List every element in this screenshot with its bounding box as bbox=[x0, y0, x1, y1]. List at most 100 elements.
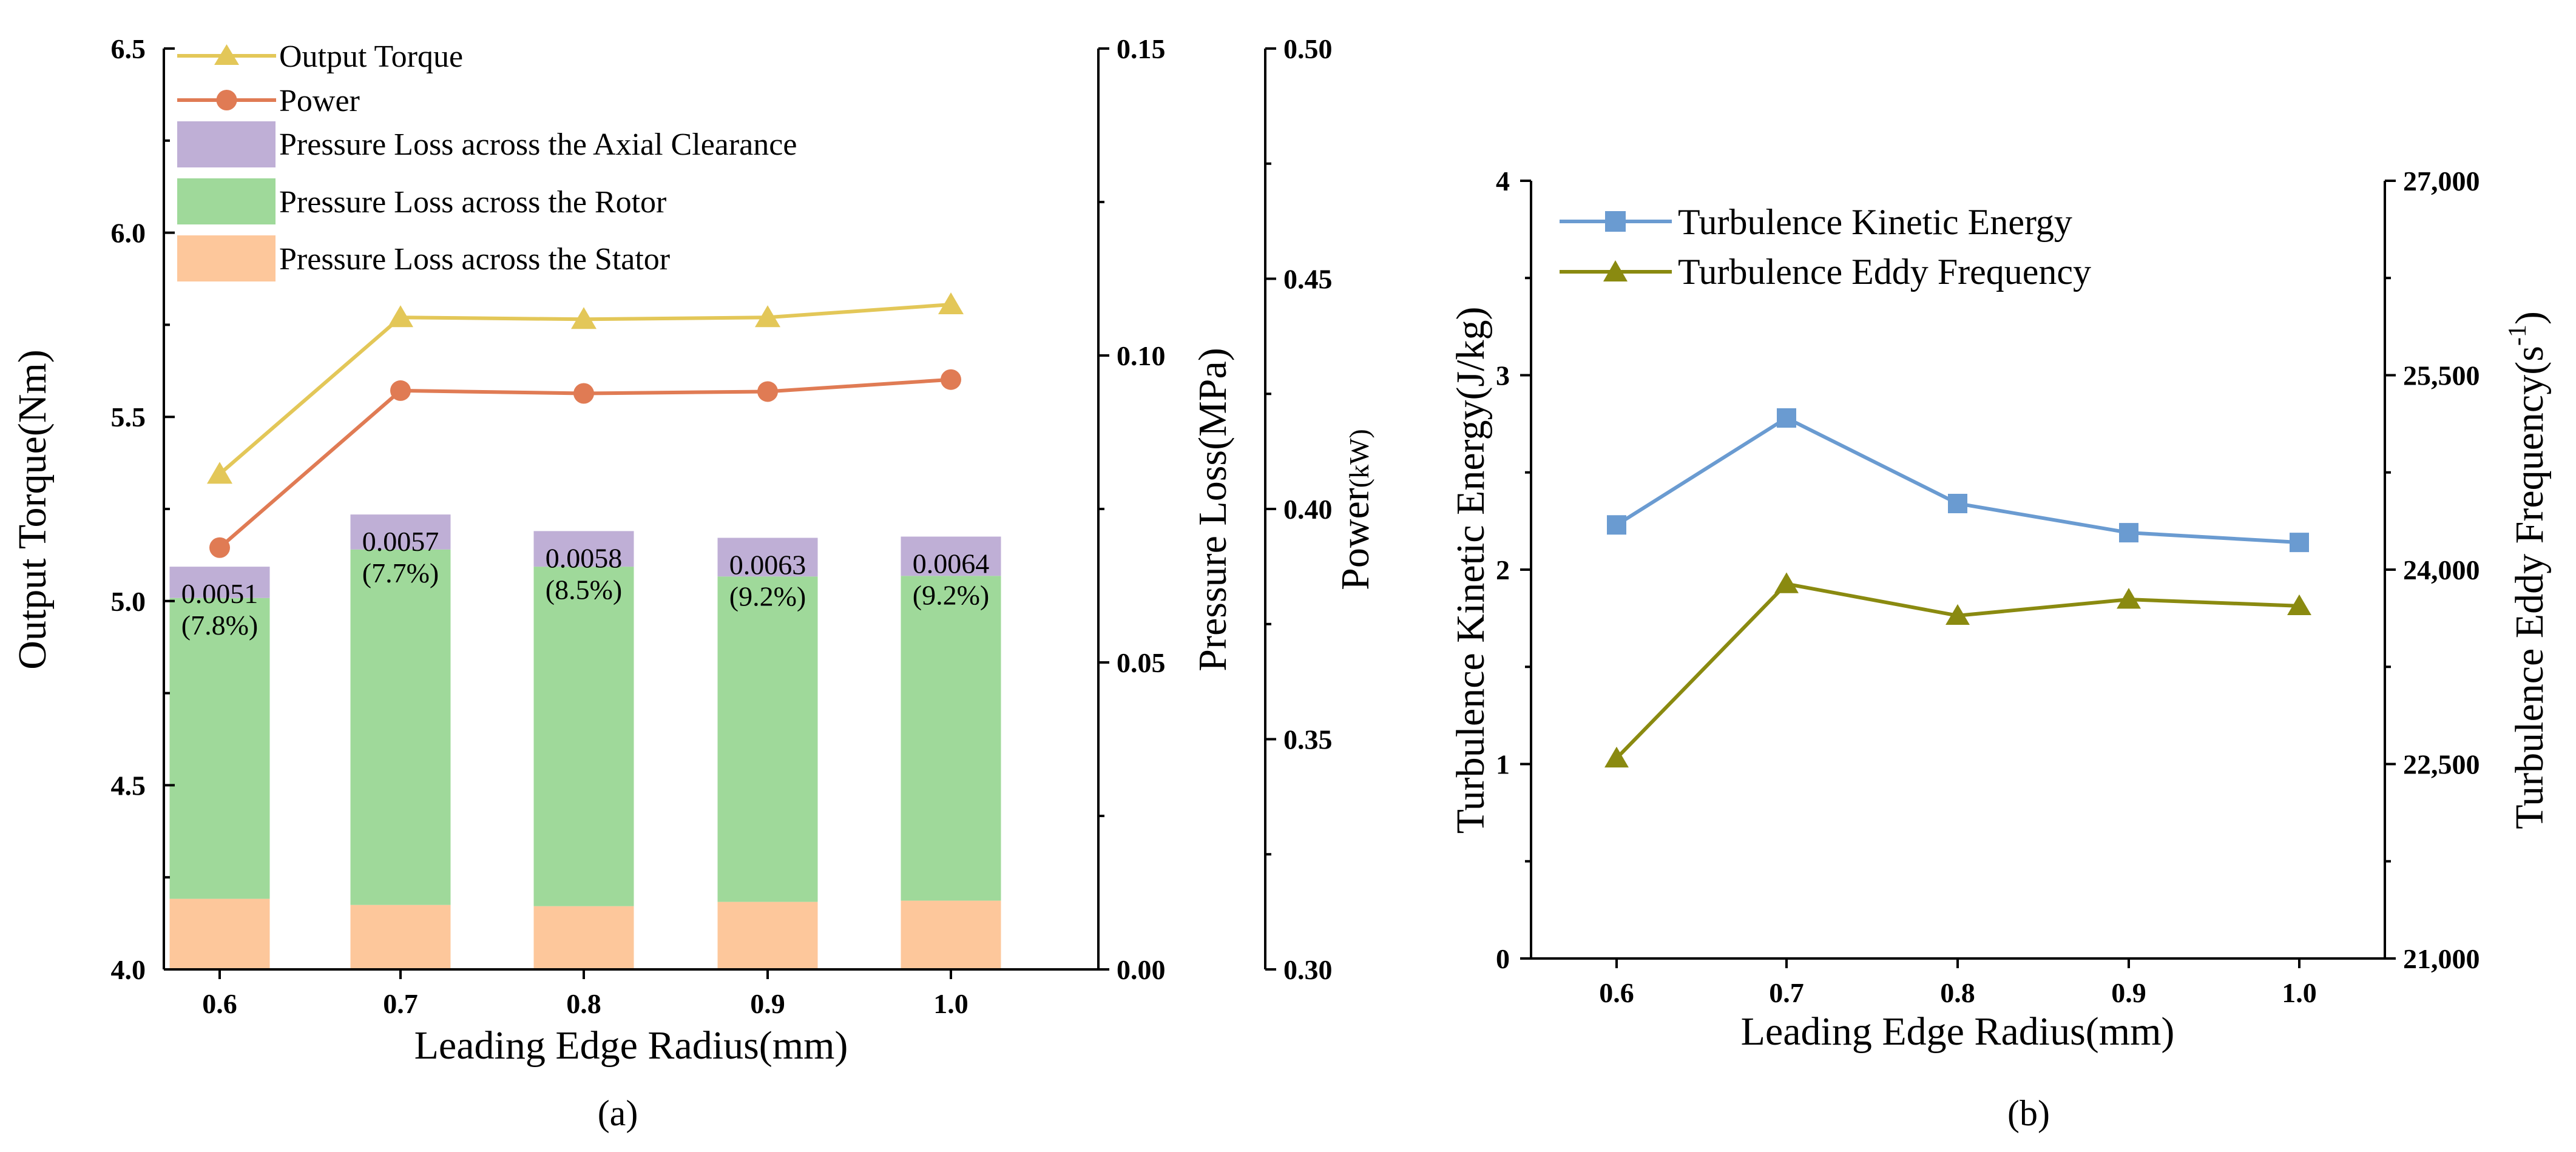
legend-label-stator: Pressure Loss across the Stator bbox=[279, 242, 670, 277]
chart-a-panel-caption: (a) bbox=[598, 1093, 638, 1133]
bar-2-2 bbox=[533, 531, 634, 567]
tick-label: 0.45 bbox=[1283, 264, 1333, 295]
legend-item-power: Power bbox=[177, 84, 360, 118]
tick-label: 25,500 bbox=[2403, 360, 2480, 391]
bar-1-1 bbox=[350, 549, 451, 905]
legend-item-tke: Turbulence Kinetic Energy bbox=[1560, 202, 2072, 242]
data-point bbox=[2290, 533, 2309, 553]
chart-a-bar-labels: 0.0051(7.8%) 0.0057(7.7%) 0.0058(8.5%) 0.00… bbox=[181, 526, 990, 641]
data-point bbox=[2287, 594, 2311, 616]
bar-value-label: 0.0051 bbox=[181, 578, 259, 609]
data-point bbox=[757, 381, 778, 402]
bar-value-label: 0.0064 bbox=[913, 548, 990, 579]
bar-0-2 bbox=[533, 906, 634, 969]
bar-2-3 bbox=[717, 537, 818, 577]
tick-label: 27,000 bbox=[2403, 166, 2480, 197]
legend-item-rotor: Pressure Loss across the Rotor bbox=[177, 178, 666, 224]
legend-label-output-torque: Output Torque bbox=[279, 39, 463, 74]
tick-label: 0.00 bbox=[1117, 954, 1166, 985]
triangle-marker-icon bbox=[1603, 260, 1628, 281]
chart-a-right2-ticks: 0.30 0.35 0.40 0.45 0.50 bbox=[1265, 33, 1333, 985]
tick-label: 4 bbox=[1496, 166, 1510, 197]
data-point bbox=[573, 383, 594, 404]
tick-label: 0.8 bbox=[1940, 977, 1975, 1008]
data-point bbox=[1946, 604, 1970, 625]
bar-0-1 bbox=[350, 904, 451, 969]
data-point bbox=[390, 380, 411, 401]
data-point bbox=[1604, 746, 1629, 768]
data-point bbox=[755, 305, 780, 328]
bar-percent-label: (9.2%) bbox=[913, 580, 989, 611]
legend-item-tef: Turbulence Eddy Frequency bbox=[1560, 252, 2091, 292]
data-point bbox=[2117, 588, 2141, 609]
chart-a: 0.0051(7.8%) 0.0057(7.7%) 0.0058(8.5%) 0.00… bbox=[10, 33, 1378, 1133]
data-point bbox=[209, 537, 230, 558]
legend-item-output-torque: Output Torque bbox=[177, 39, 463, 74]
data-point bbox=[207, 462, 232, 484]
chart-a-lines bbox=[207, 292, 964, 558]
chart-a-bars bbox=[169, 514, 1001, 969]
data-point bbox=[1607, 515, 1626, 535]
tick-label: 4.0 bbox=[111, 954, 146, 985]
bar-percent-label: (7.7%) bbox=[362, 557, 439, 588]
circle-marker-icon bbox=[216, 90, 237, 110]
legend-label-tef: Turbulence Eddy Frequency bbox=[1678, 252, 2091, 292]
bar-0-0 bbox=[169, 898, 270, 969]
chart-b-right-axis-title: Turbulence Eddy Frequency(s-1) bbox=[2504, 311, 2552, 829]
data-point bbox=[941, 369, 961, 390]
bar-percent-label: (8.5%) bbox=[546, 574, 622, 605]
tick-label: 2 bbox=[1496, 554, 1510, 585]
bar-percent-label: (9.2%) bbox=[729, 581, 806, 612]
chart-a-left-axis-title: Output Torque(Nm) bbox=[10, 349, 55, 670]
tick-label: 5.5 bbox=[111, 402, 146, 433]
chart-b-left-ticks: 0 1 2 3 4 bbox=[1496, 166, 1531, 974]
legend-label-power: Power bbox=[279, 84, 360, 118]
bar-1-4 bbox=[901, 576, 1001, 901]
chart-a-right2-axis-title-unit: (kW) bbox=[1344, 429, 1374, 488]
chart-a-right2-axis-title-main: Power bbox=[1333, 488, 1378, 590]
bar-1-3 bbox=[717, 576, 818, 902]
chart-b-right-axis-title-main: Turbulence Eddy Frequency(s bbox=[2507, 346, 2552, 829]
chart-b: 0 1 2 3 4 21,000 22,500 24,000 25,500 27,000 0.6… bbox=[1449, 166, 2552, 1133]
data-point bbox=[571, 307, 597, 329]
data-point bbox=[388, 305, 413, 328]
triangle-marker-icon bbox=[214, 44, 239, 65]
tick-label: 0.9 bbox=[2111, 977, 2146, 1008]
tick-label: 0.8 bbox=[566, 988, 601, 1019]
tick-label: 0.6 bbox=[202, 988, 237, 1019]
chart-a-x-axis-title: Leading Edge Radius(mm) bbox=[414, 1023, 848, 1068]
legend-label-axial-clearance: Pressure Loss across the Axial Clearance bbox=[279, 127, 797, 162]
legend-item-axial-clearance: Pressure Loss across the Axial Clearance bbox=[177, 121, 797, 167]
tick-label: 3 bbox=[1496, 360, 1510, 391]
bar-percent-label: (7.8%) bbox=[181, 610, 258, 641]
tick-label: 21,000 bbox=[2403, 943, 2480, 974]
data-point bbox=[1948, 494, 1967, 514]
tick-label: 0.30 bbox=[1283, 954, 1333, 985]
chart-b-left-axis-title: Turbulence Kinetic Energy(J/kg) bbox=[1449, 307, 1493, 834]
bar-2-4 bbox=[901, 536, 1001, 576]
data-point bbox=[2119, 523, 2138, 543]
tick-label: 5.0 bbox=[111, 586, 146, 617]
bar-0-3 bbox=[717, 901, 818, 969]
tick-label: 0.6 bbox=[1599, 977, 1634, 1008]
chart-b-x-ticks: 0.6 0.7 0.8 0.9 1.0 bbox=[1599, 958, 2317, 1008]
tick-label: 4.5 bbox=[111, 770, 146, 801]
tick-label: 24,000 bbox=[2403, 554, 2480, 585]
chart-a-right1-axis-title: Pressure Loss(MPa) bbox=[1191, 348, 1235, 671]
data-point bbox=[938, 292, 964, 315]
chart-a-left-ticks: 4.0 4.5 5.0 5.5 6.0 6.5 bbox=[111, 33, 175, 985]
square-marker-icon bbox=[1605, 211, 1626, 232]
chart-b-right-ticks: 21,000 22,500 24,000 25,500 27,000 bbox=[2385, 166, 2480, 974]
chart-a-right2-axis-title: Power(kW) bbox=[1333, 429, 1378, 590]
tick-label: 0.35 bbox=[1283, 724, 1333, 755]
bar-value-label: 0.0063 bbox=[729, 550, 806, 581]
bar-value-label: 0.0057 bbox=[362, 526, 439, 557]
data-point bbox=[1777, 408, 1796, 428]
bar-1-2 bbox=[533, 567, 634, 906]
chart-b-lines bbox=[1604, 408, 2311, 768]
tick-label: 0.9 bbox=[750, 988, 785, 1019]
tick-label: 6.5 bbox=[111, 33, 146, 64]
legend-label-rotor: Pressure Loss across the Rotor bbox=[279, 185, 666, 220]
bar-2-0 bbox=[169, 567, 270, 598]
